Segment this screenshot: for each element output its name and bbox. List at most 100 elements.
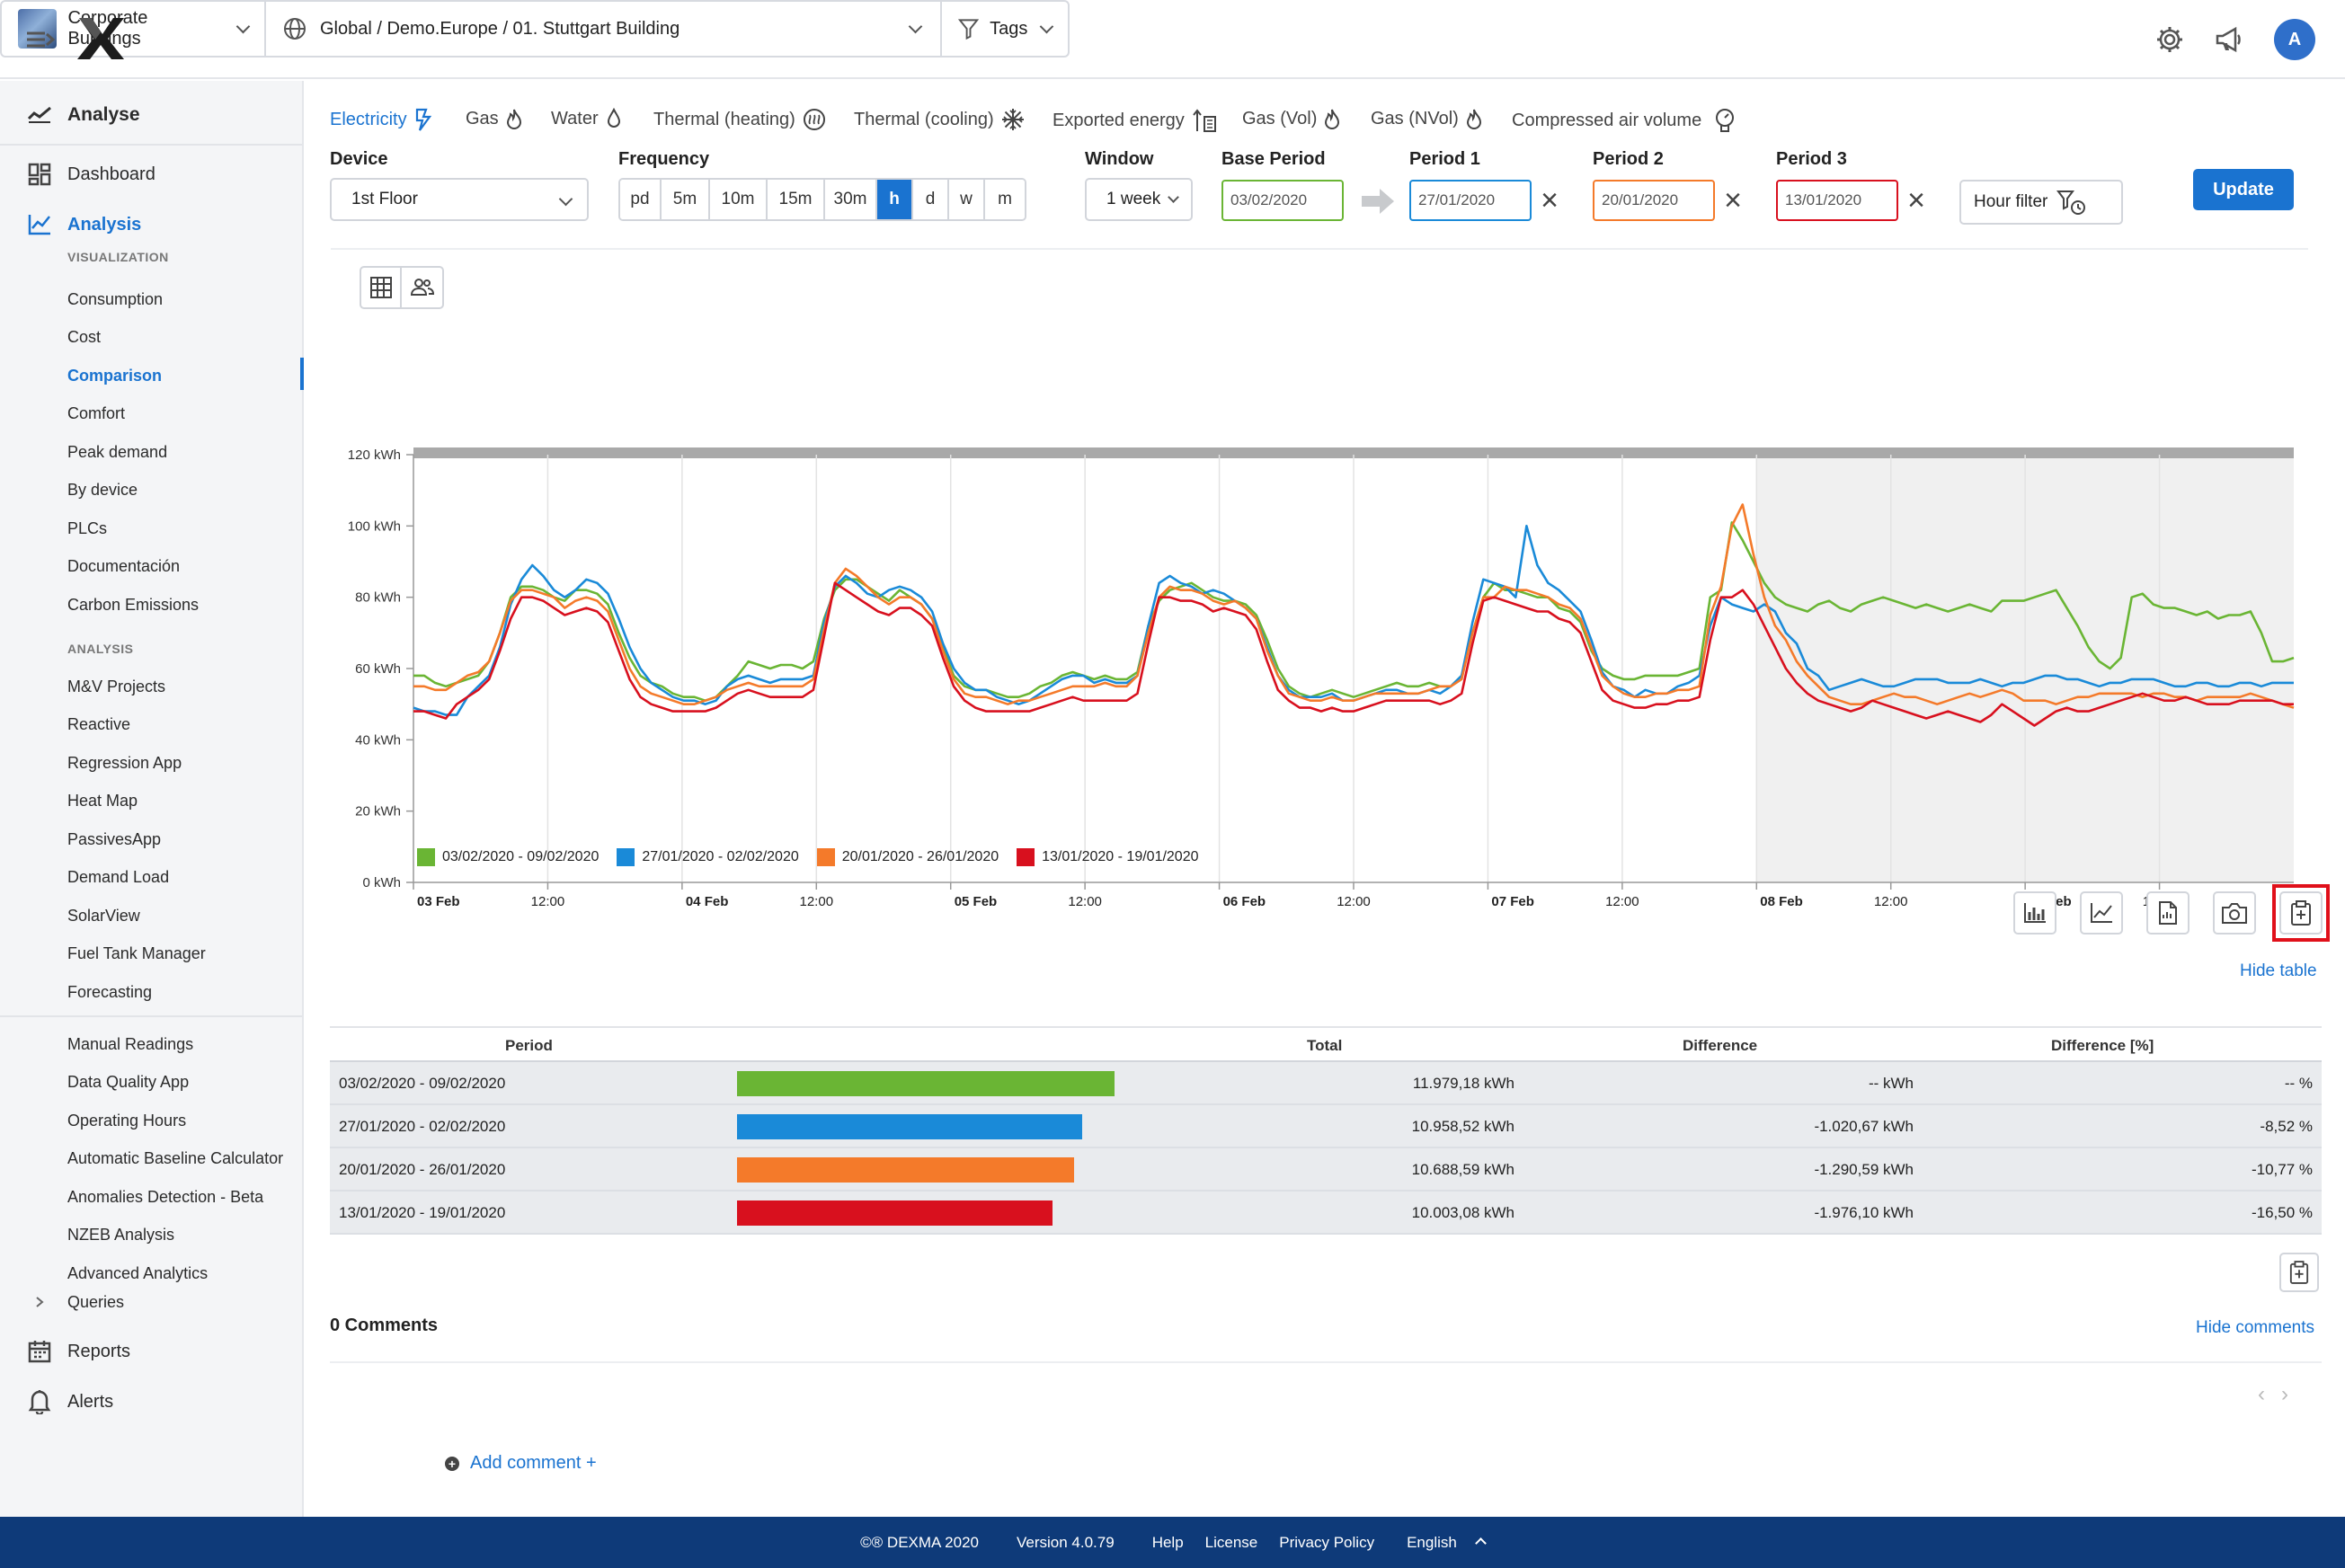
base-period-input[interactable]: 03/02/2020 [1221, 180, 1344, 221]
period2-clear-icon[interactable]: × [1724, 183, 1742, 217]
sidebar-item-reactive[interactable]: Reactive [0, 714, 302, 736]
sidebar-item-consumption[interactable]: Consumption [0, 288, 302, 310]
frequency-option-w[interactable]: w [949, 180, 985, 219]
screenshot-button[interactable] [2213, 891, 2256, 935]
hide-comments-link[interactable]: Hide comments [2196, 1318, 2314, 1337]
tab-gas[interactable]: Gas [466, 108, 522, 129]
sidebar-item-queries[interactable]: Queries [0, 1290, 302, 1314]
frequency-option-30m[interactable]: 30m [825, 180, 877, 219]
chevron-right-icon[interactable]: › [2281, 1382, 2305, 1406]
difference-pct-cell: -- % [2284, 1075, 2313, 1092]
sidebar-item-label: Regression App [67, 753, 182, 772]
avatar[interactable]: A [2274, 19, 2315, 60]
window-select[interactable]: 1 week [1085, 178, 1193, 221]
sidebar-item-m-v-projects[interactable]: M&V Projects [0, 676, 302, 697]
tags-filter[interactable]: Tags [942, 2, 1068, 56]
tab-thermal-heating[interactable]: Thermal (heating) [653, 108, 826, 131]
gear-icon[interactable] [2155, 23, 2188, 56]
sidebar-item-analyse[interactable]: Analyse [0, 102, 302, 128]
sidebar-item-alerts[interactable]: Alerts [0, 1389, 302, 1414]
sidebar-item-label: Comparison [67, 366, 163, 385]
frequency-option-pd[interactable]: pd [620, 180, 662, 219]
sidebar-item-peak-demand[interactable]: Peak demand [0, 441, 302, 463]
add-comment-label: Add comment + [470, 1453, 597, 1473]
sidebar-item-comparison[interactable]: Comparison [0, 358, 304, 390]
tab-compressed-air-volume[interactable]: Compressed air volume [1512, 108, 1737, 133]
y-tick-label: 100 kWh [348, 518, 401, 534]
frequency-option-h[interactable]: h [877, 180, 913, 219]
tab-gas-nvol[interactable]: Gas (NVol) [1371, 108, 1482, 129]
device-select[interactable]: 1st Floor [330, 178, 589, 221]
sidebar-item-comfort[interactable]: Comfort [0, 403, 302, 425]
dexma-logo[interactable] [76, 16, 126, 61]
add-to-clipboard-button[interactable] [2279, 891, 2323, 935]
sidebar-item-nzeb-analysis[interactable]: NZEB Analysis [0, 1225, 302, 1246]
sidebar-item-data-quality-app[interactable]: Data Quality App [0, 1072, 302, 1094]
megaphone-icon[interactable] [2215, 23, 2247, 56]
sidebar-item-anomalies-detection-beta[interactable]: Anomalies Detection - Beta [0, 1186, 302, 1208]
users-icon[interactable] [402, 268, 442, 307]
sidebar-item-heat-map[interactable]: Heat Map [0, 791, 302, 812]
sidebar-item-carbon-emissions[interactable]: Carbon Emissions [0, 594, 302, 616]
sidebar-item-dashboard[interactable]: Dashboard [0, 162, 302, 187]
period1-clear-icon[interactable]: × [1541, 183, 1559, 217]
sidebar-item-automatic-baseline-calculator[interactable]: Automatic Baseline Calculator [0, 1148, 302, 1170]
help-link[interactable]: Help [1151, 1533, 1184, 1551]
sidebar-item-regression-app[interactable]: Regression App [0, 752, 302, 774]
legend-item-base[interactable]: 03/02/2020 - 09/02/2020 [417, 848, 599, 866]
sidebar-item-label: Documentación [67, 557, 181, 575]
series-line-period3[interactable] [413, 581, 2294, 727]
frequency-option-d[interactable]: d [913, 180, 949, 219]
period3-input[interactable]: 13/01/2020 [1776, 180, 1898, 221]
table-view-icon[interactable] [361, 268, 403, 307]
hide-table-link[interactable]: Hide table [2240, 961, 2317, 980]
location-path-selector[interactable]: Global / Demo.Europe / 01. Stuttgart Bui… [266, 2, 942, 56]
tab-thermal-cooling[interactable]: Thermal (cooling) [854, 108, 1025, 131]
sidebar-item-reports[interactable]: Reports [0, 1339, 302, 1364]
sidebar-item-forecasting[interactable]: Forecasting [0, 981, 302, 1003]
update-button[interactable]: Update [2193, 169, 2294, 210]
license-link[interactable]: License [1204, 1533, 1258, 1551]
sidebar-item-fuel-tank-manager[interactable]: Fuel Tank Manager [0, 943, 302, 965]
sidebar-item-by-device[interactable]: By device [0, 480, 302, 501]
frequency-option-10m[interactable]: 10m [710, 180, 768, 219]
period1-input[interactable]: 27/01/2020 [1409, 180, 1532, 221]
highlight-box [2272, 884, 2330, 942]
table-row: 20/01/2020 - 26/01/2020 10.688,59 kWh -1.2… [330, 1148, 2322, 1192]
frequency-option-5m[interactable]: 5m [662, 180, 710, 219]
sidebar-item-passivesapp[interactable]: PassivesApp [0, 828, 302, 850]
series-line-period2[interactable] [413, 503, 2295, 709]
sidebar-item-plcs[interactable]: PLCs [0, 518, 302, 539]
period2-input[interactable]: 20/01/2020 [1593, 180, 1715, 221]
add-comment-link[interactable]: + Add comment + [445, 1453, 597, 1474]
legend-item-period1[interactable]: 27/01/2020 - 02/02/2020 [617, 848, 799, 866]
sidebar-item-manual-readings[interactable]: Manual Readings [0, 1033, 302, 1055]
legend-item-period2[interactable]: 20/01/2020 - 26/01/2020 [816, 848, 999, 866]
legend-item-period3[interactable]: 13/01/2020 - 19/01/2020 [1017, 848, 1199, 866]
sidebar-item-operating-hours[interactable]: Operating Hours [0, 1110, 302, 1131]
tab-water[interactable]: Water [551, 108, 622, 129]
period3-clear-icon[interactable]: × [1907, 183, 1925, 217]
chevron-left-icon[interactable]: ‹ [2258, 1382, 2281, 1406]
frequency-option-m[interactable]: m [985, 180, 1025, 219]
line-chart-button[interactable] [2080, 891, 2123, 935]
tab-gas-vol[interactable]: Gas (Vol) [1242, 108, 1340, 129]
sidebar-item-demand-load[interactable]: Demand Load [0, 867, 302, 889]
hour-filter-button[interactable]: Hour filter [1959, 180, 2123, 225]
chart-navigator-bar[interactable] [413, 447, 2294, 458]
menu-collapse-icon[interactable] [25, 23, 58, 56]
tab-electricity[interactable]: Electricity [330, 108, 432, 131]
bar-chart-button[interactable] [2013, 891, 2056, 935]
sidebar-item-documentaci-n[interactable]: Documentación [0, 556, 302, 578]
difference-cell: -1.290,59 kWh [1814, 1161, 1914, 1178]
add-to-clipboard-button[interactable] [2279, 1253, 2319, 1292]
tab-exported-energy[interactable]: Exported energy [1053, 108, 1219, 133]
sidebar-item-cost[interactable]: Cost [0, 327, 302, 349]
sidebar-item-advanced-analytics[interactable]: Advanced Analytics [0, 1262, 302, 1284]
privacy-policy-link[interactable]: Privacy Policy [1279, 1533, 1375, 1551]
language-selector[interactable]: English [1396, 1534, 1487, 1552]
sidebar-item-solarview[interactable]: SolarView [0, 905, 302, 926]
frequency-option-15m[interactable]: 15m [768, 180, 825, 219]
sidebar-item-analysis[interactable]: Analysis [0, 212, 302, 237]
export-file-button[interactable] [2146, 891, 2190, 935]
